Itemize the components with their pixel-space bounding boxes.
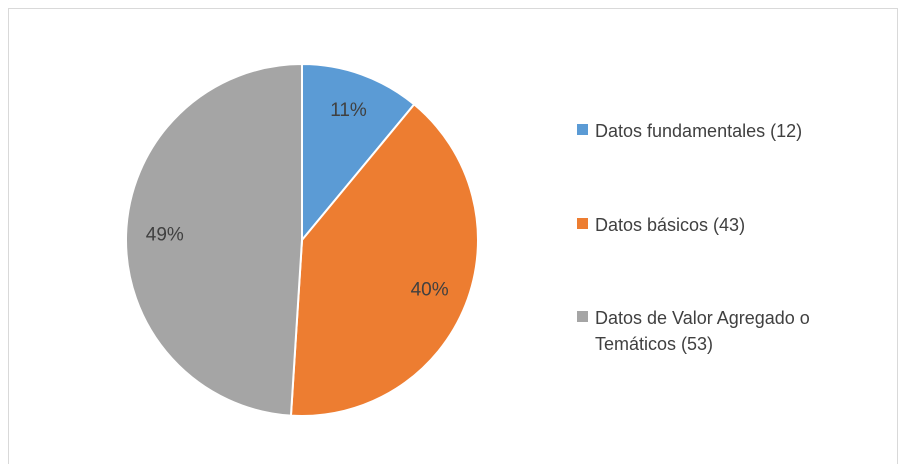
- legend-item: Datos básicos (43): [577, 212, 817, 238]
- pie-slice: [125, 62, 303, 417]
- pie-slice: [289, 102, 479, 417]
- legend-label: Datos de Valor Agregado o Temáticos (53): [595, 308, 810, 354]
- legend-label: Datos básicos (43): [595, 215, 746, 235]
- legend-swatch: [577, 311, 588, 322]
- chart-border: [8, 8, 898, 464]
- slice-label: 11%: [330, 100, 367, 121]
- legend-label: Datos fundamentales (12): [595, 121, 803, 141]
- slice-label: 40%: [411, 280, 449, 301]
- legend-item: Datos de Valor Agregado o Temáticos (53): [577, 305, 817, 357]
- legend-swatch: [577, 124, 588, 135]
- legend-item: Datos fundamentales (12): [577, 118, 817, 144]
- legend-swatch: [577, 218, 588, 229]
- slice-label: 49%: [146, 225, 184, 246]
- pie-slice: [301, 62, 416, 243]
